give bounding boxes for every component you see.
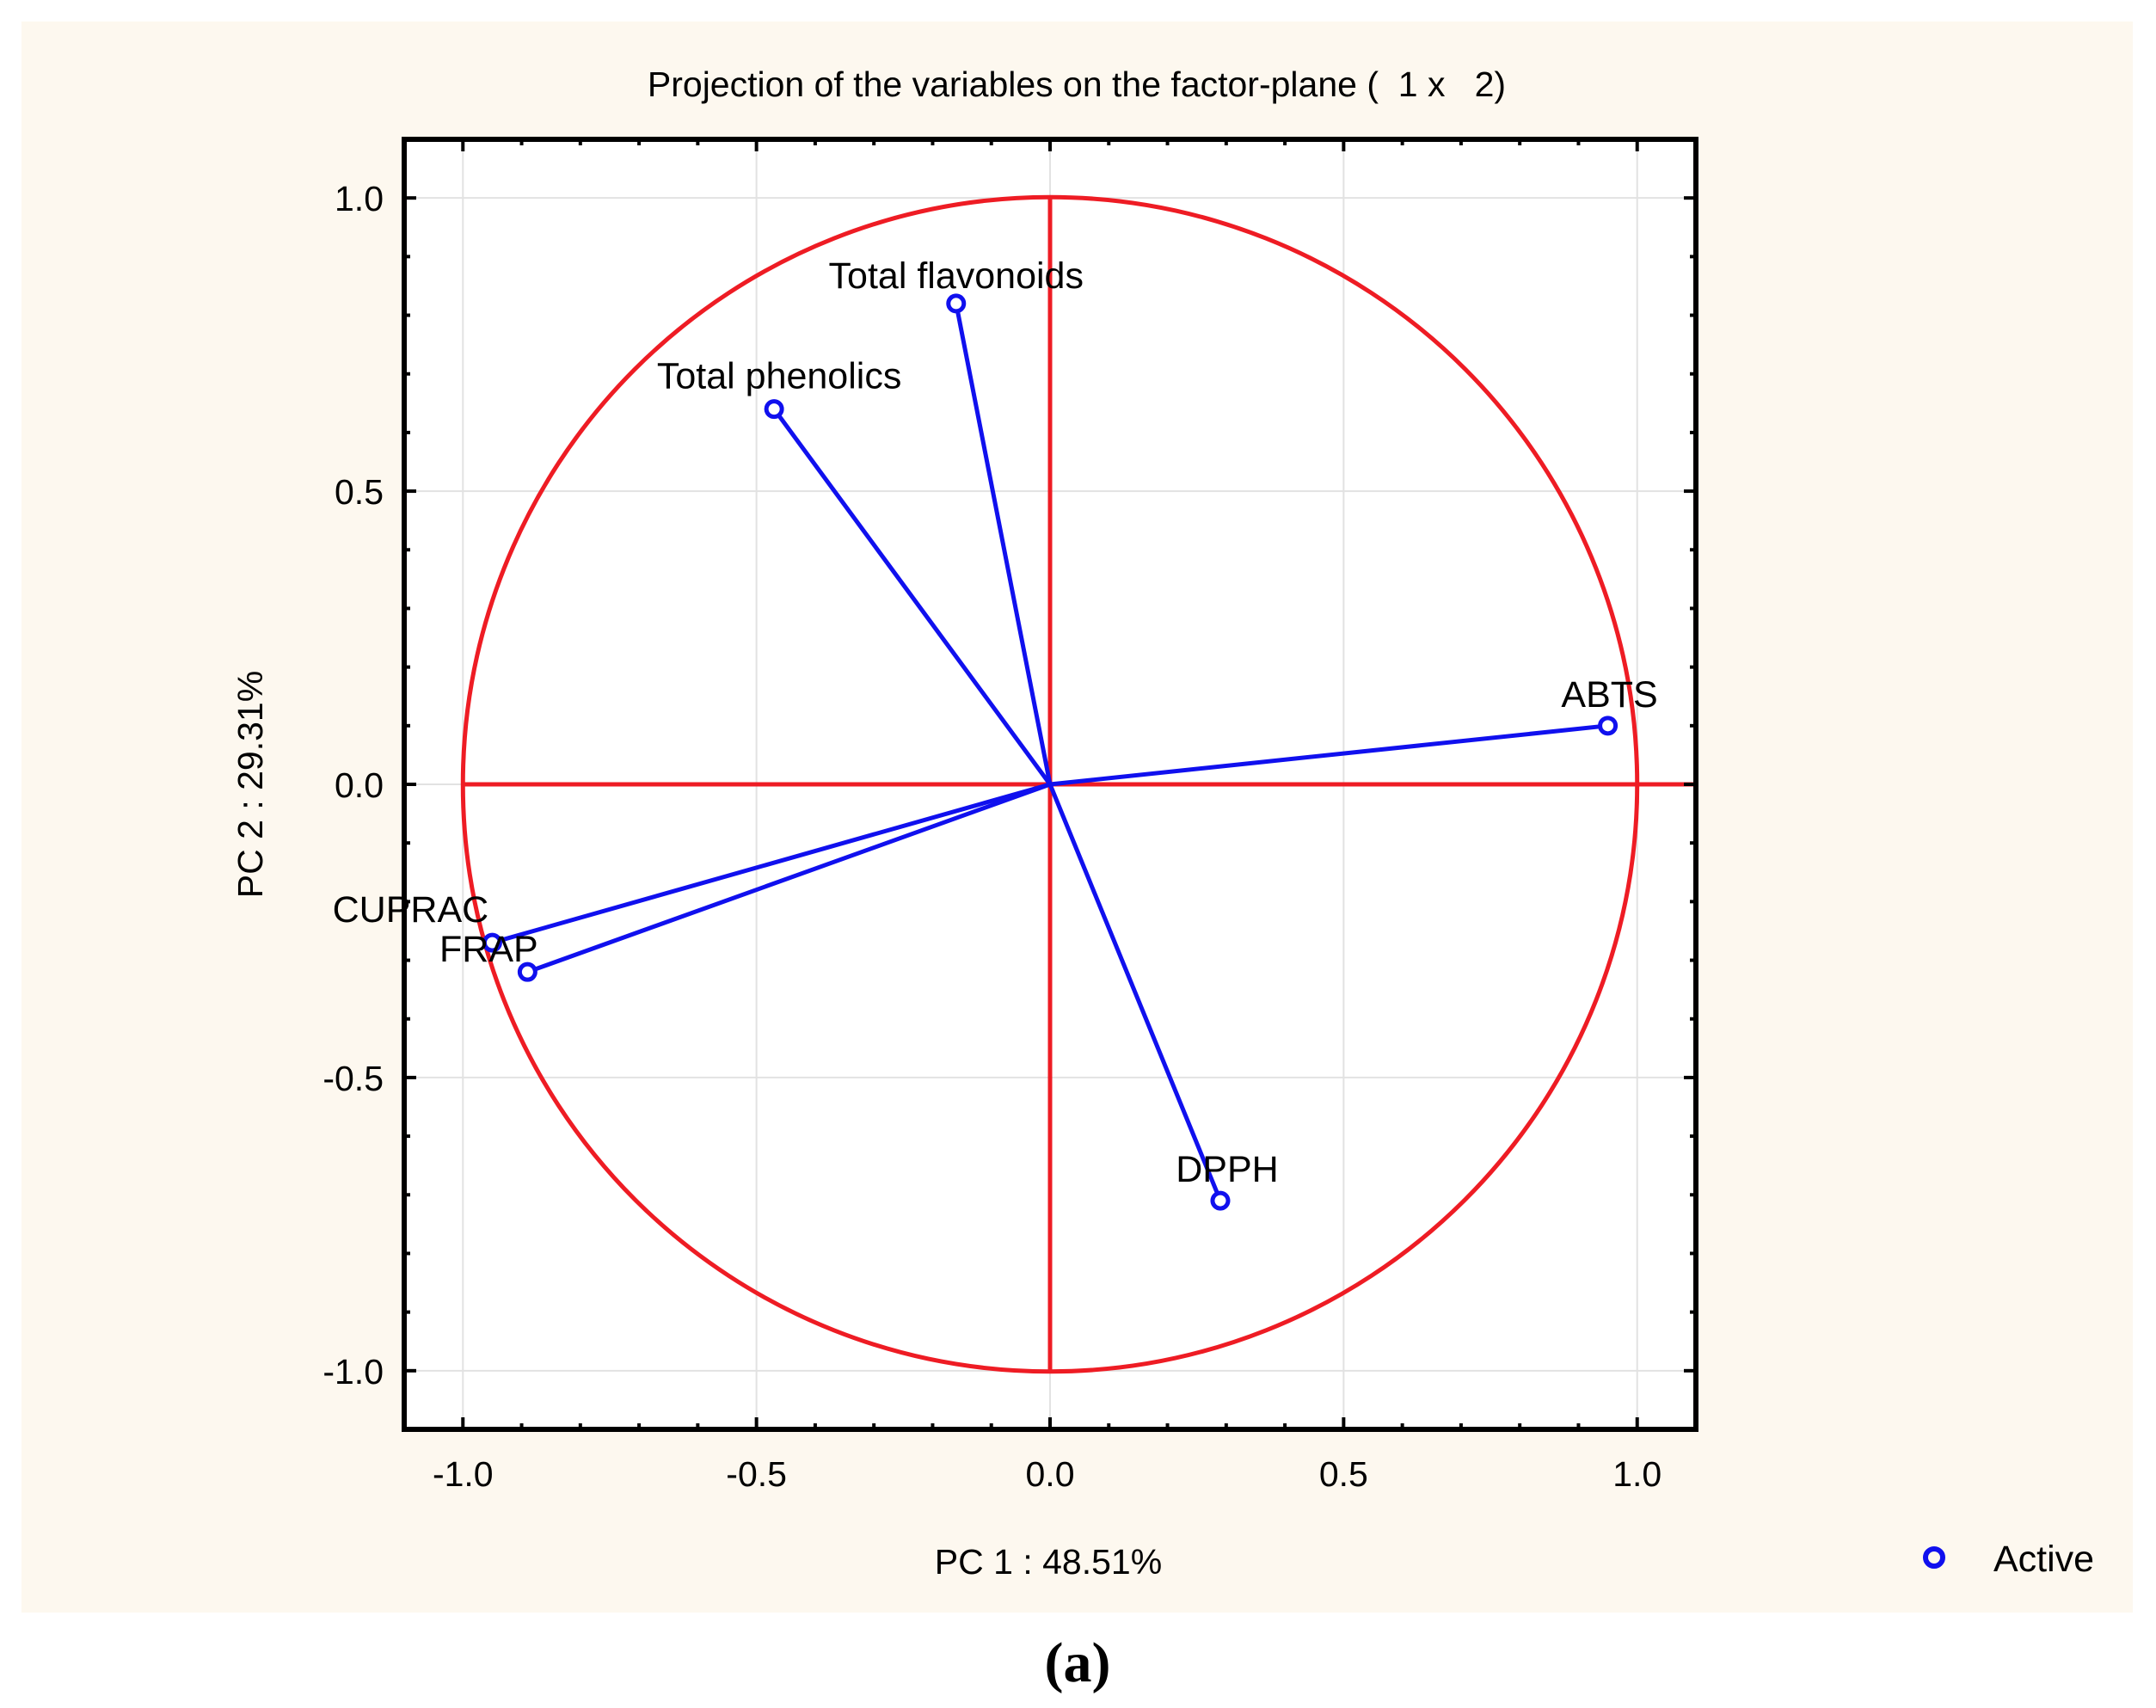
legend-marker-icon [1923,1546,1945,1569]
figure-caption: (a) [1045,1631,1111,1694]
y-tick-labels: 1.0 0.5 0.0 -0.5 -1.0 [322,179,384,1392]
x-tick-label: -1.0 [433,1454,494,1494]
variable-vectors [491,303,1608,1202]
y-tick-label: -0.5 [322,1059,384,1098]
legend-label: Active [1993,1539,2094,1580]
label-cuprac: CUPRAC [333,889,489,931]
label-frap: FRAP [439,929,538,970]
x-tick-label: 0.0 [1026,1454,1075,1494]
point-dpph [1210,1190,1231,1211]
y-tick-label: 0.0 [335,765,384,805]
vector-abts [1049,723,1608,787]
y-tick-label: 1.0 [335,179,384,218]
variable-labels: Total flavonoids Total phenolics ABTS CUPRA… [333,255,1658,1190]
vector-dpph [1047,783,1223,1202]
y-tick-label: 0.5 [335,472,384,512]
point-total-flavonoids [946,293,967,314]
vector-total-flavonoids [954,303,1053,785]
vector-frap [526,782,1051,974]
point-abts [1598,716,1619,736]
variable-points [482,293,1619,1211]
vector-cuprac [491,782,1051,945]
label-total-flavonoids: Total flavonoids [829,255,1084,297]
y-tick-label: -1.0 [322,1352,384,1392]
x-axis-title: PC 1 : 48.51% [935,1542,1162,1582]
x-tick-label: 1.0 [1612,1454,1662,1494]
label-dpph: DPPH [1176,1149,1278,1190]
vector-total-phenolics [772,408,1053,786]
point-frap [517,962,537,982]
point-cuprac [482,932,502,953]
x-tick-label: -0.5 [726,1454,787,1494]
label-total-phenolics: Total phenolics [657,356,901,397]
legend: Active [1923,1539,2094,1580]
chart-title: Projection of the variables on the facto… [648,65,1506,104]
y-axis-title: PC 2 : 29.31% [230,671,270,898]
x-tick-label: 0.5 [1319,1454,1368,1494]
tick-marks [402,138,1698,1431]
label-abts: ABTS [1561,674,1657,716]
x-tick-labels: -1.0 -0.5 0.0 0.5 1.0 [433,1454,1662,1494]
point-total-phenolics [764,399,784,420]
